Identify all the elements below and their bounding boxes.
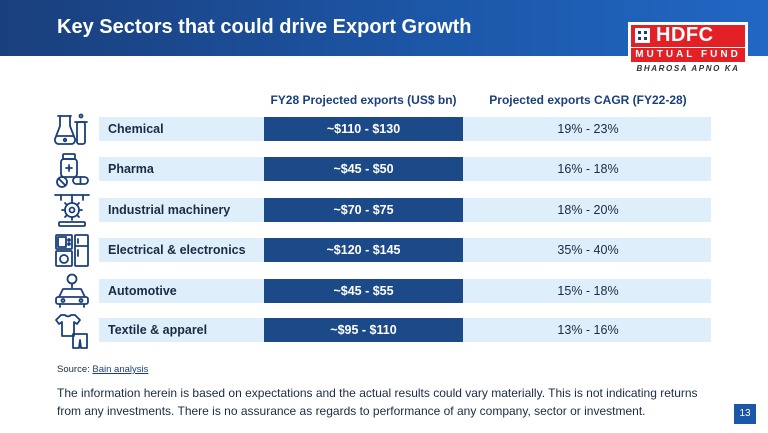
logo-name: HDFC bbox=[656, 24, 714, 46]
exports-value: ~$45 - $50 bbox=[264, 157, 463, 181]
column-header-exports: FY28 Projected exports (US$ bn) bbox=[270, 93, 457, 107]
cagr-value: 19% - 23% bbox=[557, 122, 619, 136]
industrial-gear-icon bbox=[54, 194, 90, 227]
cagr-value: 16% - 18% bbox=[557, 162, 619, 176]
chemical-flask-icon bbox=[54, 113, 88, 145]
logo-subtitle: MUTUAL FUND bbox=[631, 48, 745, 62]
page-number: 13 bbox=[734, 404, 756, 424]
disclaimer-text: The information herein is based on expec… bbox=[57, 386, 698, 418]
cagr-value: 35% - 40% bbox=[557, 243, 619, 257]
sector-label: Chemical bbox=[108, 122, 164, 136]
exports-value: ~$120 - $145 bbox=[264, 238, 463, 262]
exports-value: ~$45 - $55 bbox=[264, 279, 463, 303]
exports-value: ~$70 - $75 bbox=[264, 198, 463, 222]
page-title: Key Sectors that could drive Export Grow… bbox=[57, 16, 472, 38]
pharma-pills-icon bbox=[56, 153, 89, 188]
sector-label: Pharma bbox=[108, 162, 154, 176]
cagr-value: 18% - 20% bbox=[557, 203, 619, 217]
column-header-cagr: Projected exports CAGR (FY22-28) bbox=[489, 93, 687, 107]
exports-value: ~$95 - $110 bbox=[264, 318, 463, 342]
source-label: Source: bbox=[57, 364, 90, 375]
cagr-value: 15% - 18% bbox=[557, 284, 619, 298]
source-link[interactable]: Bain analysis bbox=[92, 364, 149, 375]
cagr-value: 13% - 16% bbox=[557, 323, 619, 337]
appliances-icon bbox=[55, 234, 89, 267]
logo-tagline: BHAROSA APNO KA bbox=[636, 64, 740, 73]
source-note: Source: Bain analysis bbox=[57, 364, 148, 375]
apparel-icon bbox=[55, 314, 88, 349]
sector-label: Automotive bbox=[108, 284, 177, 298]
sector-label: Textile & apparel bbox=[108, 323, 208, 337]
hdfc-mark-icon bbox=[635, 28, 650, 43]
sector-label: Industrial machinery bbox=[108, 203, 231, 217]
sector-label: Electrical & electronics bbox=[108, 243, 246, 257]
logo-red-band bbox=[631, 25, 745, 47]
exports-value: ~$110 - $130 bbox=[264, 117, 463, 141]
car-icon bbox=[55, 273, 89, 308]
